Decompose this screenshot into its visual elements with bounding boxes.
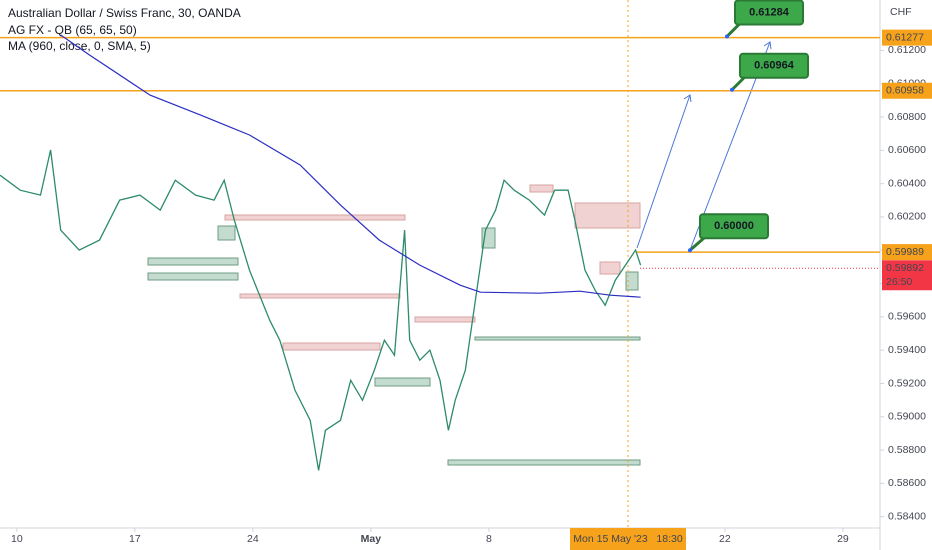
target-anchor [688, 248, 692, 253]
crosshair-label: Mon 15 May '23 18:30 [573, 533, 683, 545]
price-line [0, 149, 642, 471]
target-label: 0.60000 [714, 220, 754, 232]
x-tick-label: 17 [129, 533, 141, 545]
level-label: 0.61277 [886, 31, 924, 43]
x-tick-label: 10 [11, 533, 23, 545]
supply-zone [282, 342, 381, 351]
projection-arrow [636, 94, 691, 249]
ma-legend: MA (960, close, 0, SMA, 5) [8, 39, 151, 53]
demand-zone [147, 272, 239, 281]
ma-line [60, 34, 641, 298]
y-tick-label: 0.60200 [888, 211, 926, 223]
supply-zone [529, 184, 554, 193]
demand-zone [147, 257, 239, 266]
y-tick-label: 0.59000 [888, 411, 926, 423]
y-tick-label: 0.59400 [888, 344, 926, 356]
arrow-head [763, 41, 772, 50]
supply-zone [574, 202, 641, 229]
demand-zone [374, 377, 431, 387]
last-price-label: 0.59892 [886, 262, 924, 274]
supply-zone [414, 316, 476, 323]
y-tick-label: 0.59600 [888, 311, 926, 323]
y-tick-label: 0.60600 [888, 144, 926, 156]
level-label: 0.59989 [886, 246, 924, 258]
demand-zone [625, 271, 639, 291]
level-label: 0.60958 [886, 85, 924, 97]
countdown: 26:50 [886, 276, 912, 288]
target-box [739, 52, 809, 79]
x-tick-label: 29 [837, 533, 849, 545]
target-label: 0.60964 [754, 60, 795, 72]
arrow-head [683, 94, 692, 103]
y-tick-label: 0.60400 [888, 177, 926, 189]
y-tick-label: 0.58800 [888, 444, 926, 456]
y-tick-label: 0.60800 [888, 111, 926, 123]
level-label-bg [882, 29, 932, 46]
x-tick-label: 8 [486, 533, 492, 545]
demand-zone [447, 459, 641, 466]
y-tick-label: 0.58600 [888, 477, 926, 489]
crosshair-label-bg [570, 528, 686, 550]
demand-zone [474, 336, 641, 341]
target-box [699, 213, 769, 240]
symbol-title: Australian Dollar / Swiss Franc, 30, OAN… [8, 6, 241, 20]
level-label-bg [882, 82, 932, 99]
y-tick-label: 0.59200 [888, 377, 926, 389]
zones [147, 184, 641, 466]
y-tick-label: 0.61200 [888, 44, 926, 56]
currency: CHF [890, 6, 912, 18]
supply-zone [224, 214, 406, 221]
x-tick-label: 22 [719, 533, 731, 545]
x-tick-label: 24 [247, 533, 259, 545]
target-box [734, 0, 804, 26]
x-tick-label: May [361, 533, 382, 545]
supply-zone [239, 293, 401, 299]
level-label-bg [882, 244, 932, 261]
supply-zone [599, 261, 621, 275]
target-anchor [730, 87, 734, 92]
target-label: 0.61284 [749, 6, 790, 18]
last-price-bg [882, 260, 932, 291]
target-anchor [725, 34, 729, 39]
y-tick-label: 0.58400 [888, 510, 926, 522]
indicator-legend: AG FX - QB (65, 65, 50) [8, 23, 137, 37]
demand-zone [217, 225, 236, 241]
